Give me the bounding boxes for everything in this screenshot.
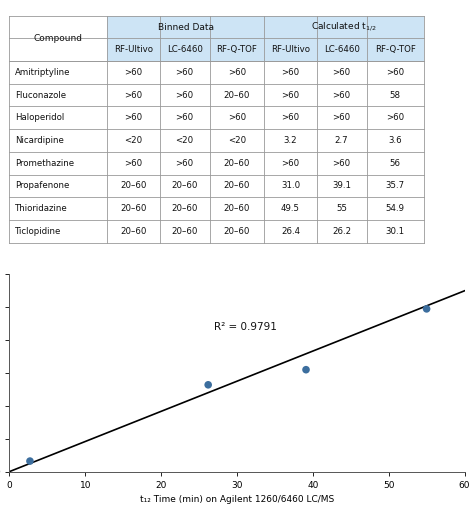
Text: 39.1: 39.1 [332,181,351,190]
Text: >60: >60 [333,159,351,168]
Text: >60: >60 [386,113,404,122]
Bar [107,38,160,61]
Text: RF-Q-TOF: RF-Q-TOF [374,45,416,54]
Text: 20–60: 20–60 [224,181,250,190]
Text: Fluconazole: Fluconazole [15,91,66,100]
Text: Promethazine: Promethazine [15,159,74,168]
Text: 30.1: 30.1 [385,227,405,236]
Text: Calculated t$_{1/2}$: Calculated t$_{1/2}$ [311,20,377,34]
Text: <20: <20 [124,136,143,145]
Text: Binned Data: Binned Data [158,23,214,31]
Text: RF-Ultivo: RF-Ultivo [114,45,153,54]
Text: 58: 58 [390,91,401,100]
Text: >60: >60 [124,113,143,122]
Bar [9,152,424,174]
Text: Propafenone: Propafenone [15,181,69,190]
Text: 20–60: 20–60 [224,204,250,213]
Bar [9,129,424,152]
Text: Thioridazine: Thioridazine [15,204,68,213]
Text: 20–60: 20–60 [120,227,146,236]
Text: 20–60: 20–60 [224,159,250,168]
Text: >60: >60 [175,68,194,77]
X-axis label: t₁₂ Time (min) on Agilent 1260/6460 LC/MS: t₁₂ Time (min) on Agilent 1260/6460 LC/M… [140,495,334,504]
Text: <20: <20 [228,136,246,145]
Point [302,366,310,374]
Point [204,380,212,389]
Text: R² = 0.9791: R² = 0.9791 [214,322,277,332]
Bar [317,38,367,61]
Text: >60: >60 [175,159,194,168]
Text: 20–60: 20–60 [224,227,250,236]
Bar [9,61,424,84]
Text: >60: >60 [228,68,246,77]
Bar [9,16,107,61]
Text: >60: >60 [124,159,143,168]
Text: 3.2: 3.2 [283,136,297,145]
Bar [9,106,424,129]
Bar [367,38,424,61]
Text: RF-Q-TOF: RF-Q-TOF [217,45,257,54]
Text: >60: >60 [333,113,351,122]
Text: 26.2: 26.2 [332,227,351,236]
Bar [9,220,424,243]
Text: 35.7: 35.7 [385,181,405,190]
Text: RF-Ultivo: RF-Ultivo [271,45,310,54]
Bar [9,197,424,220]
Text: >60: >60 [282,113,300,122]
Text: LC-6460: LC-6460 [167,45,202,54]
Text: Haloperidol: Haloperidol [15,113,64,122]
Text: 49.5: 49.5 [281,204,300,213]
Bar [264,38,317,61]
Text: Amitriptyline: Amitriptyline [15,68,71,77]
Text: >60: >60 [282,68,300,77]
Text: >60: >60 [124,91,143,100]
Text: 20–60: 20–60 [172,181,198,190]
Text: Compound: Compound [34,34,83,43]
Text: >60: >60 [175,113,194,122]
Text: >60: >60 [333,91,351,100]
Point [423,304,430,313]
Bar [9,174,424,197]
Text: >60: >60 [124,68,143,77]
Text: 3.6: 3.6 [388,136,402,145]
Bar [107,16,264,38]
Text: 20–60: 20–60 [172,227,198,236]
Text: >60: >60 [175,91,194,100]
Text: 55: 55 [336,204,347,213]
Bar [160,38,210,61]
Text: >60: >60 [282,159,300,168]
Text: 56: 56 [390,159,401,168]
Point [26,457,34,465]
Text: 31.0: 31.0 [281,181,300,190]
Text: 20–60: 20–60 [224,91,250,100]
Bar [264,16,424,38]
Bar [210,38,264,61]
Text: 54.9: 54.9 [386,204,405,213]
Text: <20: <20 [175,136,194,145]
Text: Nicardipine: Nicardipine [15,136,64,145]
Text: 2.7: 2.7 [335,136,348,145]
Text: >60: >60 [386,68,404,77]
Text: 20–60: 20–60 [120,181,146,190]
Text: 20–60: 20–60 [172,204,198,213]
Text: Ticlopidine: Ticlopidine [15,227,61,236]
Text: >60: >60 [228,113,246,122]
Bar [9,84,424,106]
Text: >60: >60 [282,91,300,100]
Text: >60: >60 [333,68,351,77]
Text: 20–60: 20–60 [120,204,146,213]
Text: LC-6460: LC-6460 [324,45,360,54]
Text: 26.4: 26.4 [281,227,300,236]
